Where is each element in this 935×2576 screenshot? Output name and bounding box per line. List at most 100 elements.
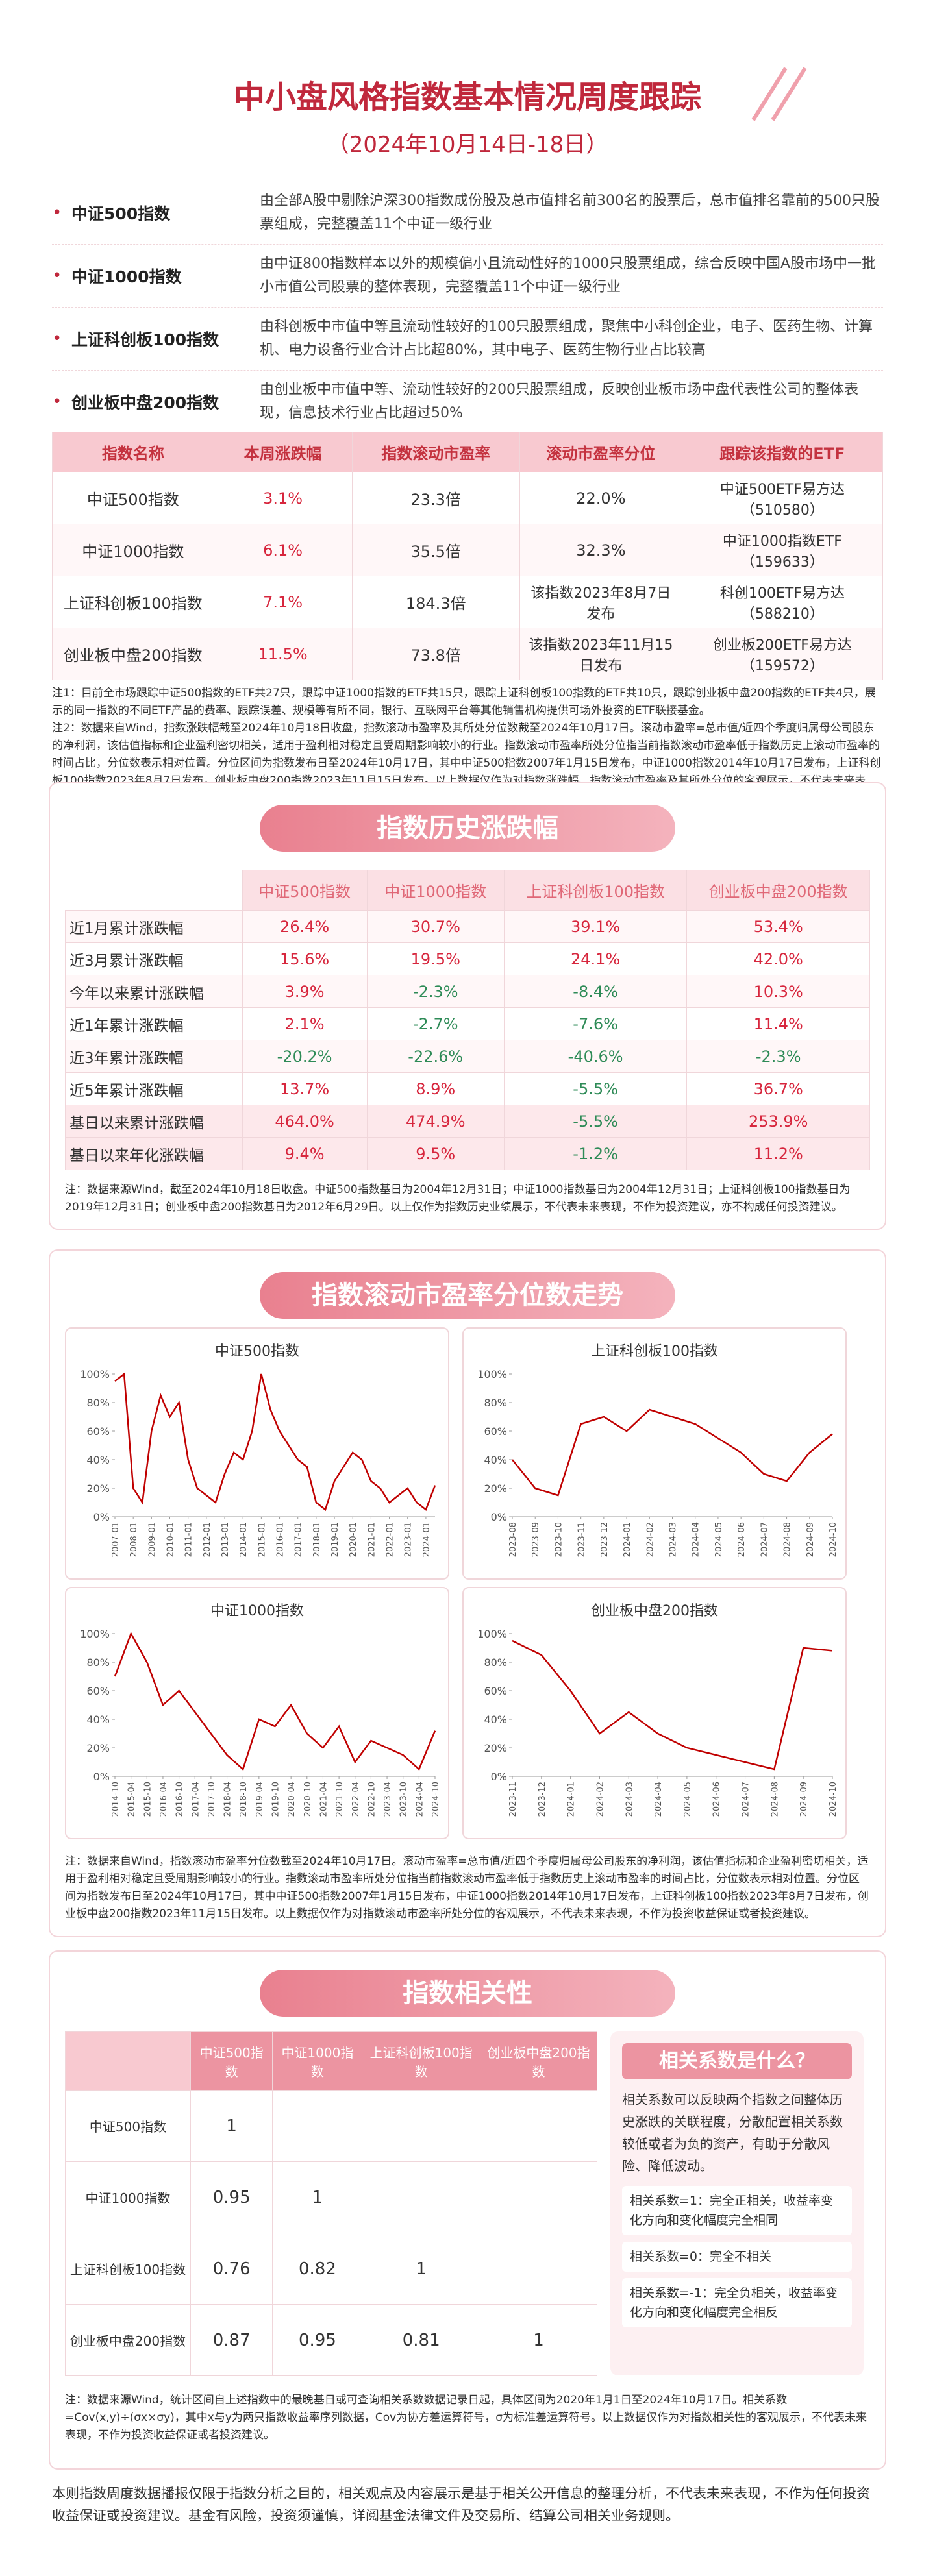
- footer: 本则指数周度数据播报仅限于指数分析之目的，相关观点及内容展示是基于相关公开信息的…: [52, 2486, 870, 2523]
- x-tick-label: 2022-04: [351, 1782, 361, 1817]
- table-cell: -5.5%: [503, 1105, 688, 1138]
- table-cell: 53.4%: [686, 910, 870, 943]
- empty-cell: [479, 2090, 598, 2162]
- x-tick-label: 2018-04: [223, 1782, 233, 1817]
- y-tick-label: 40%: [86, 1713, 110, 1726]
- table-row: 创业板中盘200指数 0.87 0.95 0.81 1: [65, 2304, 598, 2376]
- table-cell: 中证500ETF易方达（510580）: [681, 472, 884, 524]
- bullet: •: [52, 203, 62, 223]
- table-cell: 该指数2023年8月7日发布: [519, 576, 682, 628]
- intro-item: • 创业板中盘200指数 由创业板中市值中等、流动性较好的200只股票组成，反映创业…: [52, 371, 883, 434]
- table-cell: 24.1%: [503, 942, 688, 975]
- intro-item: • 中证500指数 由全部A股中剔除沪深300指数成份股及总市值排名前300名的股票…: [52, 182, 883, 245]
- returns-table-wrap: 中证500指数 中证1000指数 上证科创板100指数 创业板中盘200指数 近1月累计…: [65, 870, 870, 1170]
- table-row: 上证科创板100指数 0.76 0.82 1: [65, 2233, 598, 2305]
- table-cell: 0.87: [190, 2304, 273, 2376]
- table-cell: -7.6%: [503, 1007, 688, 1040]
- x-tick-label: 2021-10: [335, 1782, 345, 1817]
- x-tick-label: 2024-03: [669, 1522, 679, 1557]
- table-cell: 26.4%: [242, 910, 368, 943]
- column-header: 中证1000指数: [272, 2031, 363, 2091]
- header-row: 中证500指数 中证1000指数 上证科创板100指数 创业板中盘200指数: [65, 2031, 598, 2091]
- y-tick-label: 20%: [484, 1742, 507, 1754]
- x-tick-label: 2018-10: [239, 1782, 249, 1817]
- table-cell: 0.95: [272, 2304, 363, 2376]
- explainer-bullet: 相关系数=0：完全不相关: [622, 2242, 852, 2272]
- explainer-title: 相关系数是什么？: [622, 2043, 852, 2079]
- row-label: 今年以来累计涨跌幅: [65, 975, 243, 1008]
- empty-cell: [272, 2090, 363, 2162]
- table-cell: 15.6%: [242, 942, 368, 975]
- x-tick-label: 2024-05: [714, 1522, 724, 1557]
- x-tick-label: 2010-01: [166, 1522, 176, 1557]
- y-tick-label: 100%: [80, 1368, 110, 1380]
- x-tick-label: 2024-09: [799, 1782, 809, 1817]
- y-tick-label: 20%: [86, 1742, 110, 1754]
- y-tick-label: 0%: [94, 1511, 110, 1523]
- table-cell: -2.3%: [686, 1040, 870, 1073]
- intro-item: • 中证1000指数 由中证800指数样本以外的规模偏小且流动性好的1000只股票组…: [52, 245, 883, 308]
- table-cell: 1: [190, 2090, 273, 2162]
- note: 注：数据来自Wind，指数滚动市盈率分位数截至2024年10月17日。滚动市盈率…: [65, 1855, 869, 1920]
- page-title: 中小盘风格指数基本情况周度跟踪: [233, 79, 701, 116]
- section-title: 指数滚动市盈率分位数走势: [260, 1272, 675, 1319]
- x-tick-label: 2024-05: [683, 1782, 693, 1817]
- table-cell: 中证1000指数ETF（159633）: [681, 524, 884, 576]
- x-tick-label: 2007-01: [111, 1522, 121, 1557]
- x-tick-label: 2020-10: [303, 1782, 313, 1817]
- x-tick-label: 2024-02: [645, 1522, 655, 1557]
- row-label: 近3月累计涨跌幅: [65, 942, 243, 975]
- y-tick-label: 40%: [484, 1454, 507, 1466]
- intro-item: • 上证科创板100指数 由科创板中市值中等且流动性较好的100只股票组成，聚焦中小…: [52, 308, 883, 371]
- correlation-table: 中证500指数 中证1000指数 上证科创板100指数 创业板中盘200指数 中证500…: [65, 2031, 598, 2376]
- y-tick-label: 0%: [94, 1771, 110, 1783]
- table-cell: -5.5%: [503, 1072, 688, 1105]
- table-cell: 8.9%: [366, 1072, 505, 1105]
- column-header: 本周涨跌幅: [213, 432, 353, 472]
- table-cell: 2.1%: [242, 1007, 368, 1040]
- x-tick-label: 2024-08: [770, 1782, 780, 1817]
- row-label: 上证科创板100指数: [65, 2233, 191, 2305]
- table-cell: -22.6%: [366, 1040, 505, 1073]
- x-tick-label: 2015-01: [257, 1522, 267, 1557]
- y-tick-label: 80%: [86, 1397, 110, 1409]
- table-cell: 32.3%: [519, 524, 682, 576]
- x-tick-label: 2011-01: [184, 1522, 194, 1557]
- table-cell: 中证1000指数: [52, 524, 214, 576]
- column-header: 上证科创板100指数: [362, 2031, 480, 2091]
- page-subtitle: （2024年10月14日-18日）: [327, 132, 608, 158]
- table-cell: 7.1%: [213, 576, 353, 628]
- x-tick-label: 2023-11: [508, 1782, 518, 1817]
- data-line: [512, 1639, 833, 1771]
- table-cell: -8.4%: [503, 975, 688, 1008]
- table-cell: 9.4%: [242, 1137, 368, 1170]
- x-tick-label: 2023-10: [554, 1522, 564, 1557]
- table-row: 近5年累计涨跌幅 13.7% 8.9% -5.5% 36.7%: [65, 1072, 870, 1105]
- bullet: •: [52, 266, 62, 286]
- x-tick-label: 2016-01: [276, 1522, 286, 1557]
- table-cell: 创业板中盘200指数: [52, 628, 214, 680]
- explainer-text: 相关系数可以反映两个指数之间整体历史涨跌的关联程度，分散配置相关系数较低或者为负…: [622, 2092, 843, 2174]
- x-tick-label: 2024-10: [431, 1782, 441, 1817]
- table-cell: 中证500指数: [52, 472, 214, 524]
- row-label: 中证500指数: [65, 2090, 191, 2162]
- table-row: 创业板中盘200指数 11.5% 73.8倍 该指数2023年11月15日发布 创业板2…: [52, 628, 884, 680]
- table-cell: 0.82: [272, 2233, 363, 2305]
- row-label: 近5年累计涨跌幅: [65, 1072, 243, 1105]
- x-tick-label: 2023-11: [577, 1522, 587, 1557]
- note-text: 注1：目前全市场跟踪中证500指数的ETF共27只，跟踪中证1000指数的ETF…: [52, 687, 876, 717]
- table-cell: 6.1%: [213, 524, 353, 576]
- section-title: 指数相关性: [260, 1970, 675, 2017]
- note: 注：数据来源Wind，统计区间自上述指数中的最晚基日或可查询相关系数数据记录日起…: [65, 2394, 867, 2442]
- row-label: 基日以来累计涨跌幅: [65, 1105, 243, 1138]
- corner-cell: [65, 2031, 191, 2091]
- table-cell: -2.3%: [366, 975, 505, 1008]
- column-header: 创业板中盘200指数: [479, 2031, 598, 2091]
- x-tick-label: 2024-04: [692, 1522, 701, 1557]
- x-tick-label: 2024-08: [783, 1522, 793, 1557]
- y-tick-label: 60%: [86, 1685, 110, 1697]
- empty-cell: [362, 2090, 480, 2162]
- etf-table: 指数名称 本周涨跌幅 指数滚动市盈率 滚动市盈率分位 跟踪该指数的ETF 中证500指数 3…: [52, 432, 884, 680]
- x-tick-label: 2024-07: [760, 1522, 769, 1557]
